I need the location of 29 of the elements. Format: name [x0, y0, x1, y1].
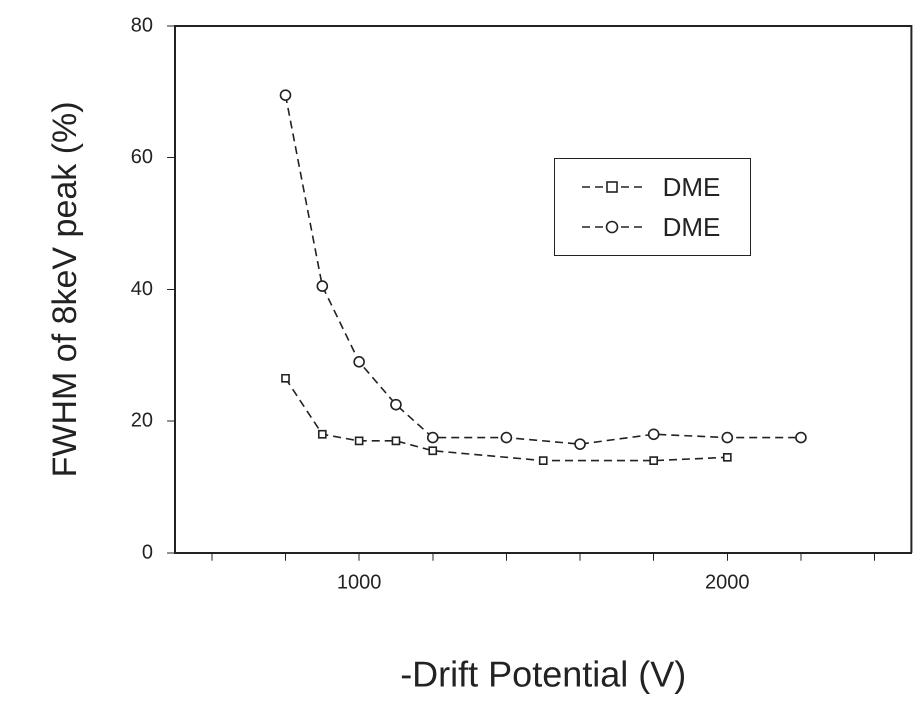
x-tick-label: 2000	[705, 571, 750, 594]
point	[795, 432, 807, 444]
point	[353, 356, 365, 368]
point	[316, 280, 328, 292]
x-tick-label: 1000	[336, 571, 382, 594]
y-tick-label: 0	[142, 541, 154, 564]
y-axis-title: FWHM of 8keV peak (%)	[46, 101, 84, 478]
point	[649, 456, 658, 465]
point	[281, 374, 290, 383]
point	[280, 89, 292, 101]
point	[722, 452, 732, 462]
y-tick-label: 80	[130, 14, 154, 37]
point	[426, 432, 439, 444]
point	[574, 438, 586, 450]
y-tick-label: 40	[130, 278, 154, 300]
legend-label: DME	[662, 212, 720, 242]
y-tick-label: 20	[130, 410, 154, 432]
legend-label: DME	[662, 172, 720, 202]
y-tick-label: 60	[130, 146, 154, 168]
point	[354, 436, 364, 446]
point	[538, 456, 548, 465]
point	[500, 432, 512, 444]
point	[428, 446, 438, 456]
point	[722, 432, 734, 444]
point	[318, 430, 327, 439]
point	[392, 436, 400, 446]
x-axis-title: -Drift Potential (V)	[400, 653, 686, 694]
point	[390, 398, 402, 410]
point	[648, 428, 660, 440]
